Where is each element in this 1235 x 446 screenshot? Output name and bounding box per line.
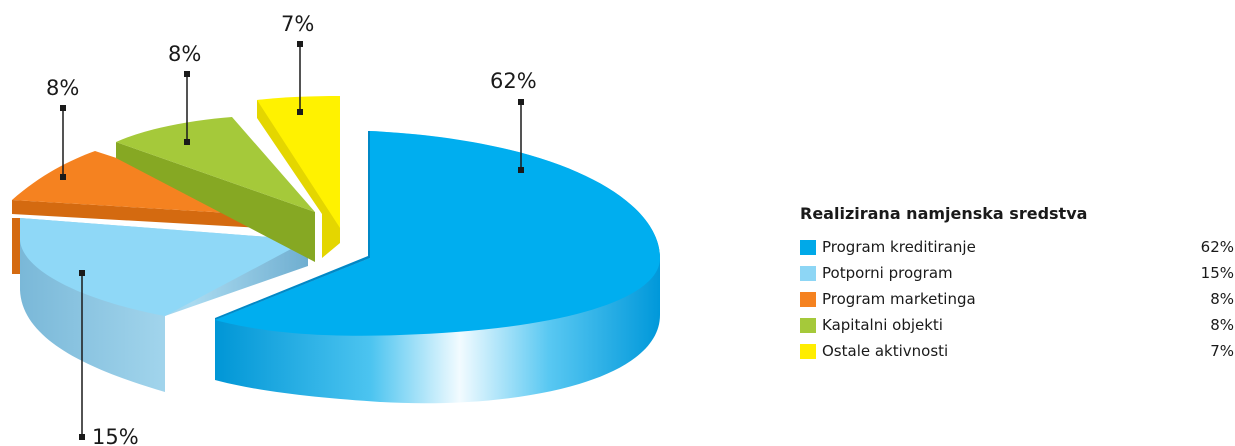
pct-label-potporni-program: 15% (92, 425, 139, 446)
pie-chart: 62% 15% 8% 8% 7% (12, 12, 660, 446)
legend-swatch (800, 344, 816, 359)
legend-item-kapitalni-objekti: Kapitalni objekti 8% (800, 313, 1234, 337)
legend-value: 7% (1210, 342, 1234, 360)
pie-slice-ostale-aktivnosti (257, 96, 340, 258)
legend-label: Program kreditiranje (822, 238, 976, 256)
legend-value: 62% (1200, 238, 1234, 256)
leader-marker-program-kreditiranje-end (518, 167, 524, 173)
legend-value: 8% (1210, 290, 1234, 308)
leader-marker-kapitalni-objekti (184, 71, 190, 77)
legend-label: Potporni program (822, 264, 953, 282)
legend-swatch (800, 318, 816, 333)
leader-marker-ostale-aktivnosti (297, 41, 303, 47)
chart-title: Realizirana namjenska sredstva (800, 204, 1088, 223)
legend-label: Kapitalni objekti (822, 316, 943, 334)
leader-marker-program-marketinga (60, 105, 66, 111)
legend-label: Program marketinga (822, 290, 976, 308)
legend-value: 15% (1200, 264, 1234, 282)
pie-slice-kapitalni-objekti (116, 117, 315, 262)
chart-legend: Realizirana namjenska sredstva Program k… (800, 204, 1234, 365)
legend-item-potporni-program: Potporni program 15% (800, 261, 1234, 285)
leader-marker-potporni-program-end (79, 434, 85, 440)
legend-swatch (800, 266, 816, 281)
pct-label-kapitalni-objekti: 8% (168, 42, 201, 66)
pct-label-program-kreditiranje: 62% (490, 69, 537, 93)
legend-item-program-kreditiranje: Program kreditiranje 62% (800, 235, 1234, 259)
leader-lines (62, 44, 522, 437)
leader-marker-potporni-program (79, 270, 85, 276)
legend-swatch (800, 240, 816, 255)
legend-label: Ostale aktivnosti (822, 342, 949, 360)
legend-item-ostale-aktivnosti: Ostale aktivnosti 7% (800, 339, 1234, 363)
leader-marker-program-marketinga-end (60, 174, 66, 180)
pie-slice-potporni-program (20, 218, 308, 392)
leader-marker-kapitalni-objekti-end (184, 139, 190, 145)
pie-slice-program-kreditiranje (215, 131, 660, 404)
legend-value: 8% (1210, 316, 1234, 334)
pct-label-program-marketinga: 8% (46, 76, 79, 100)
pct-label-ostale-aktivnosti: 7% (281, 12, 314, 36)
leader-markers (60, 41, 524, 440)
legend-swatch (800, 292, 816, 307)
legend-item-program-marketinga: Program marketinga 8% (800, 287, 1234, 311)
leader-marker-program-kreditiranje (518, 99, 524, 105)
leader-marker-ostale-aktivnosti-end (297, 109, 303, 115)
